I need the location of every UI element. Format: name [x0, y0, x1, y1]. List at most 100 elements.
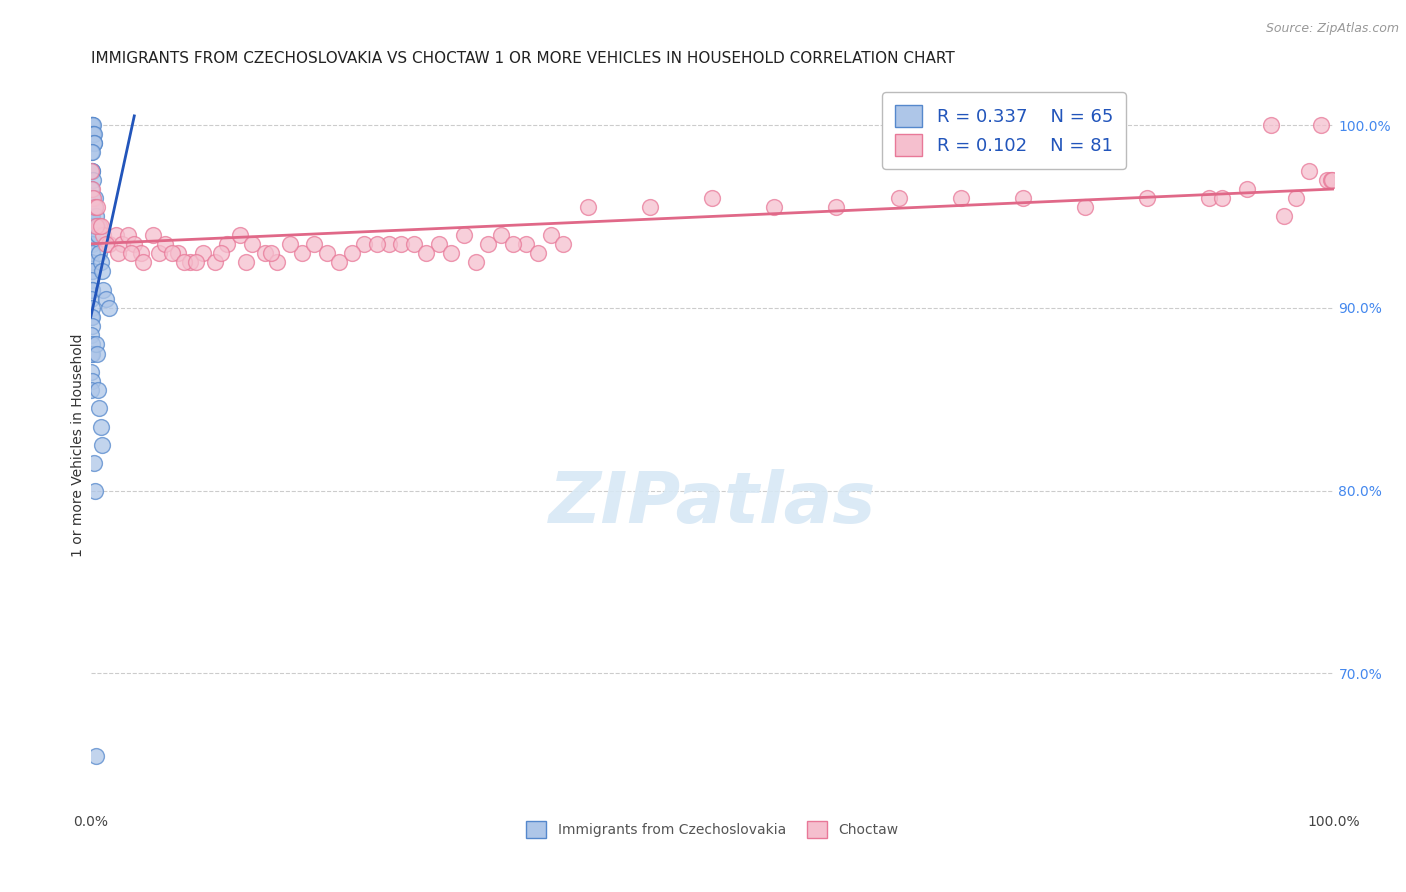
Point	[1316, 173, 1339, 187]
Point	[86, 346, 108, 360]
Point	[235, 255, 257, 269]
Point	[1011, 191, 1033, 205]
Point	[84, 200, 107, 214]
Point	[82, 118, 104, 132]
Point	[84, 337, 107, 351]
Point	[80, 319, 103, 334]
Point	[83, 483, 105, 498]
Point	[80, 191, 103, 205]
Point	[82, 127, 104, 141]
Point	[763, 200, 786, 214]
Point	[129, 246, 152, 260]
Point	[86, 748, 108, 763]
Point	[453, 227, 475, 242]
Point	[84, 210, 107, 224]
Point	[209, 246, 232, 260]
Point	[111, 236, 134, 251]
Point	[80, 310, 103, 324]
Point	[148, 246, 170, 260]
Point	[82, 227, 104, 242]
Point	[98, 236, 121, 251]
Point	[80, 346, 103, 360]
Point	[82, 191, 104, 205]
Point	[229, 227, 252, 242]
Point	[80, 310, 103, 324]
Point	[1285, 191, 1308, 205]
Point	[91, 227, 114, 242]
Point	[887, 191, 910, 205]
Point	[638, 200, 661, 214]
Point	[1136, 191, 1159, 205]
Point	[83, 191, 105, 205]
Point	[1236, 182, 1258, 196]
Point	[702, 191, 724, 205]
Point	[82, 163, 104, 178]
Point	[91, 264, 114, 278]
Point	[90, 255, 112, 269]
Point	[89, 246, 111, 260]
Point	[80, 264, 103, 278]
Point	[80, 163, 103, 178]
Point	[576, 200, 599, 214]
Point	[278, 236, 301, 251]
Point	[253, 246, 276, 260]
Point	[1322, 173, 1344, 187]
Point	[204, 255, 226, 269]
Y-axis label: 1 or more Vehicles in Household: 1 or more Vehicles in Household	[72, 334, 86, 557]
Point	[89, 401, 111, 416]
Point	[80, 227, 103, 242]
Point	[353, 236, 375, 251]
Point	[82, 173, 104, 187]
Point	[80, 365, 103, 379]
Point	[440, 246, 463, 260]
Point	[502, 236, 524, 251]
Point	[1260, 118, 1282, 132]
Point	[80, 328, 103, 343]
Point	[83, 127, 105, 141]
Legend: Immigrants from Czechoslovakia, Choctaw: Immigrants from Czechoslovakia, Choctaw	[520, 815, 904, 844]
Point	[465, 255, 488, 269]
Point	[83, 136, 105, 151]
Text: Source: ZipAtlas.com: Source: ZipAtlas.com	[1265, 22, 1399, 36]
Point	[90, 219, 112, 233]
Point	[80, 182, 103, 196]
Point	[80, 163, 103, 178]
Point	[80, 374, 103, 388]
Point	[291, 246, 314, 260]
Point	[1320, 173, 1343, 187]
Point	[80, 118, 103, 132]
Point	[82, 200, 104, 214]
Point	[124, 236, 146, 251]
Point	[1198, 191, 1220, 205]
Point	[260, 246, 283, 260]
Point	[83, 456, 105, 470]
Point	[415, 246, 437, 260]
Point	[107, 246, 129, 260]
Point	[80, 283, 103, 297]
Point	[217, 236, 239, 251]
Point	[80, 182, 103, 196]
Point	[80, 301, 103, 315]
Point	[82, 118, 104, 132]
Point	[80, 346, 103, 360]
Point	[89, 219, 111, 233]
Point	[120, 246, 142, 260]
Point	[80, 246, 103, 260]
Point	[173, 255, 195, 269]
Point	[80, 283, 103, 297]
Point	[378, 236, 401, 251]
Point	[98, 301, 121, 315]
Point	[80, 210, 103, 224]
Point	[551, 236, 574, 251]
Point	[340, 246, 363, 260]
Point	[80, 383, 103, 397]
Point	[186, 255, 208, 269]
Point	[328, 255, 350, 269]
Point	[179, 255, 201, 269]
Point	[427, 236, 450, 251]
Point	[80, 145, 103, 160]
Point	[94, 292, 117, 306]
Point	[80, 191, 103, 205]
Point	[86, 200, 108, 214]
Point	[117, 227, 139, 242]
